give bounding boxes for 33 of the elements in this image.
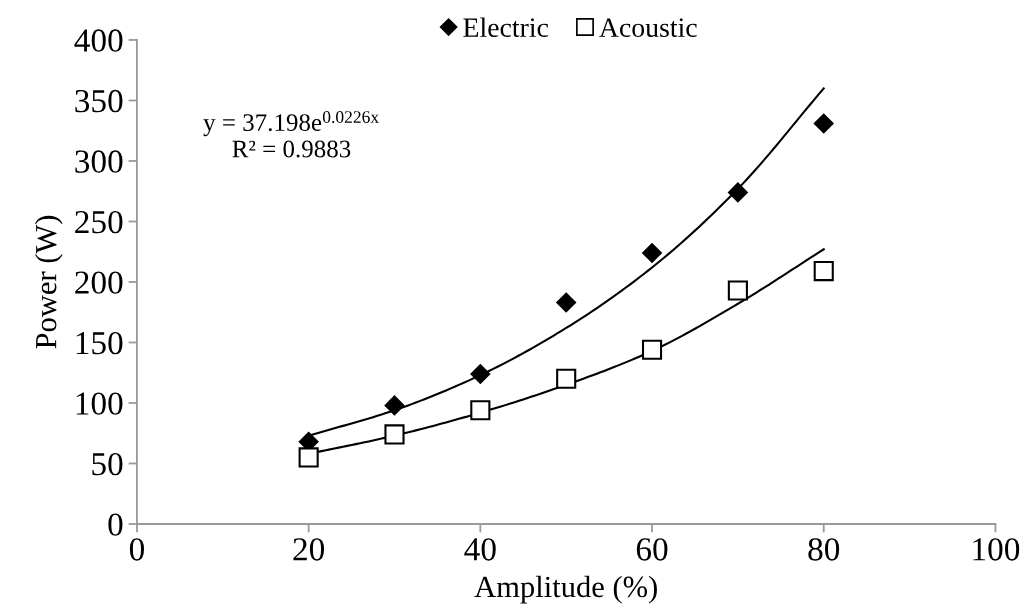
x-tick-label: 20 (293, 538, 325, 561)
y-tick-label: 150 (76, 331, 123, 355)
point (556, 292, 577, 313)
y-tick-label: 400 (74, 29, 123, 52)
y-tick-label: 100 (76, 392, 123, 415)
y-tick-label: 300 (75, 150, 123, 173)
x-tick-label: 100 (973, 538, 1020, 561)
legend-label: Acoustic (599, 18, 697, 38)
point (470, 400, 491, 421)
point (728, 182, 748, 203)
x-tick-label: 0 (129, 538, 145, 561)
legend-label: Electric (463, 17, 549, 38)
point (298, 447, 319, 468)
x-axis-title: Amplitude (%) (474, 575, 657, 604)
point (384, 395, 405, 416)
y-tick-label: 350 (75, 89, 123, 113)
point (813, 261, 834, 282)
point (384, 424, 405, 445)
point (727, 280, 748, 301)
point (470, 364, 491, 384)
y-tick-label: 200 (75, 271, 123, 294)
x-tick-label: 80 (808, 538, 840, 561)
y-tick-label: 0 (108, 513, 123, 536)
y-tick-label: 50 (92, 452, 123, 476)
point (642, 243, 662, 263)
annotation: y = 37.198e$^{0.0226x}$ R² = 0.9883 (203, 111, 379, 158)
x-tick-label: 60 (636, 538, 668, 561)
point (556, 368, 577, 389)
y-axis-title: Power (W) (34, 215, 63, 349)
point (813, 113, 834, 134)
point (641, 339, 663, 360)
y-tick-label: 250 (75, 210, 123, 234)
x-tick-label: 40 (464, 538, 496, 561)
